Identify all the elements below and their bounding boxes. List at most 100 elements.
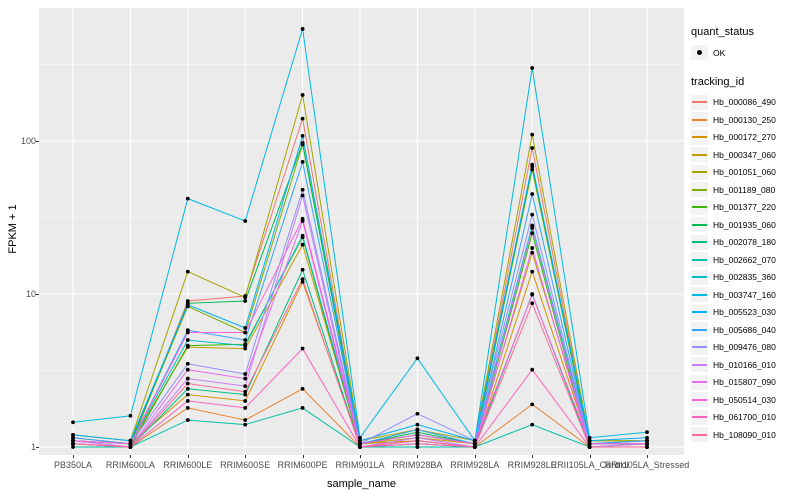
legend-entry-tracking-id: Hb_001935_060 <box>691 216 799 234</box>
legend-entry-label: Hb_000130_250 <box>713 114 776 125</box>
data-point <box>243 392 248 397</box>
data-point <box>300 27 305 31</box>
legend: quant_status OK tracking_id Hb_000086_49… <box>691 26 799 444</box>
data-point <box>415 438 420 443</box>
x-tick-label: RRIM928BA <box>392 460 443 470</box>
data-point <box>243 219 248 223</box>
legend-entry-tracking-id: Hb_000086_490 <box>691 94 799 112</box>
data-point <box>472 445 477 449</box>
legend-entry-quant-status: OK <box>691 44 799 62</box>
data-point <box>185 338 190 342</box>
data-point <box>645 430 649 435</box>
legend-entry-label: Hb_000172_270 <box>713 132 776 143</box>
data-point <box>185 406 190 410</box>
data-point <box>530 212 535 217</box>
data-point <box>128 413 133 418</box>
legend-entry-tracking-id: Hb_000130_250 <box>691 111 799 129</box>
legend-key-line-icon <box>691 94 708 110</box>
legend-key-line-icon <box>691 164 708 180</box>
legend-key-point-icon <box>691 45 708 61</box>
x-tick-mark <box>417 455 419 458</box>
y-tick-mark <box>36 447 39 448</box>
x-tick-mark <box>360 455 361 458</box>
legend-entry-label: Hb_001377_220 <box>713 202 776 213</box>
x-axis-title: sample_name <box>326 478 397 490</box>
legend-entry-tracking-id: Hb_005686_040 <box>691 321 799 339</box>
x-tick-label: RRIM928LE <box>507 460 557 470</box>
legend-entry-tracking-id: Hb_108090_010 <box>691 426 799 444</box>
data-point <box>185 399 190 403</box>
legend-entry-label: Hb_000086_490 <box>713 97 776 108</box>
x-tick-mark <box>73 455 74 458</box>
data-point <box>243 399 248 403</box>
x-tick-mark <box>647 455 648 458</box>
chart-canvas <box>39 8 684 455</box>
data-point <box>300 160 305 164</box>
data-point <box>415 356 420 361</box>
data-point <box>530 402 535 407</box>
legend-entry-tracking-id: Hb_000172_270 <box>691 129 799 147</box>
x-tick-label: RRII105LA_Control <box>550 460 629 470</box>
data-point <box>185 269 190 274</box>
data-point <box>300 233 305 238</box>
data-point <box>243 326 248 330</box>
legend-key-line-icon <box>691 339 708 355</box>
data-point <box>185 361 190 366</box>
legend-key-line-icon <box>691 269 708 285</box>
data-point <box>358 445 362 449</box>
legend-entry-tracking-id: Hb_061700_010 <box>691 409 799 427</box>
data-point <box>530 246 535 250</box>
x-tick-mark <box>302 455 304 458</box>
data-point <box>71 435 75 440</box>
data-point <box>243 295 248 300</box>
data-point <box>71 432 75 437</box>
legend-title-quant-status: quant_status <box>691 26 754 38</box>
data-point <box>530 367 535 372</box>
data-point <box>243 343 248 348</box>
legend-quant-status-entries: OK <box>691 44 799 62</box>
data-point <box>300 216 305 221</box>
legend-entry-tracking-id: Hb_050514_030 <box>691 391 799 409</box>
legend-entry-tracking-id: Hb_005523_030 <box>691 304 799 322</box>
legend-entry-label: Hb_002662_070 <box>713 254 776 265</box>
y-tick-mark <box>36 141 39 142</box>
legend-key-line-icon <box>691 322 708 338</box>
x-tick-mark <box>245 455 247 458</box>
data-point <box>587 435 592 440</box>
legend-entry-label: Hb_010166_010 <box>713 359 776 370</box>
legend-tracking-id-entries: Hb_000086_490 Hb_000130_250 Hb_000172_270 H… <box>691 94 799 444</box>
legend-entry-label: OK <box>713 47 726 58</box>
legend-entry-label: Hb_001051_060 <box>713 167 776 178</box>
x-tick-label: RRIM928LA <box>450 460 500 470</box>
data-point <box>300 187 305 192</box>
legend-entry-label: Hb_005523_030 <box>713 307 776 318</box>
legend-entry-label: Hb_002078_180 <box>713 237 776 248</box>
data-point <box>128 441 133 446</box>
data-point <box>243 372 248 376</box>
legend-key-line-icon <box>691 217 708 233</box>
x-tick-label: RRIM600LA <box>105 460 155 470</box>
data-point <box>185 386 190 391</box>
data-point <box>243 389 248 394</box>
y-tick-label: 100 <box>20 136 36 146</box>
data-point <box>243 418 248 422</box>
legend-entry-label: Hb_001935_060 <box>713 219 776 230</box>
legend-entry-tracking-id: Hb_002835_360 <box>691 269 799 287</box>
data-point <box>300 346 305 351</box>
data-point <box>243 376 248 381</box>
data-point <box>530 422 535 427</box>
data-point <box>530 231 535 236</box>
data-point <box>185 376 190 381</box>
legend-key-line-icon <box>691 409 708 425</box>
x-tick-label: RRIM600LE <box>163 460 213 470</box>
data-point <box>300 406 305 410</box>
legend-key-line-icon <box>691 182 708 198</box>
data-point <box>530 162 535 167</box>
data-point <box>530 292 535 297</box>
legend-entry-tracking-id: Hb_002078_180 <box>691 234 799 252</box>
legend-entry-tracking-id: Hb_009476_080 <box>691 339 799 357</box>
x-tick-mark <box>187 455 189 458</box>
data-point <box>185 367 190 372</box>
data-point <box>185 392 190 397</box>
data-point <box>300 93 305 97</box>
